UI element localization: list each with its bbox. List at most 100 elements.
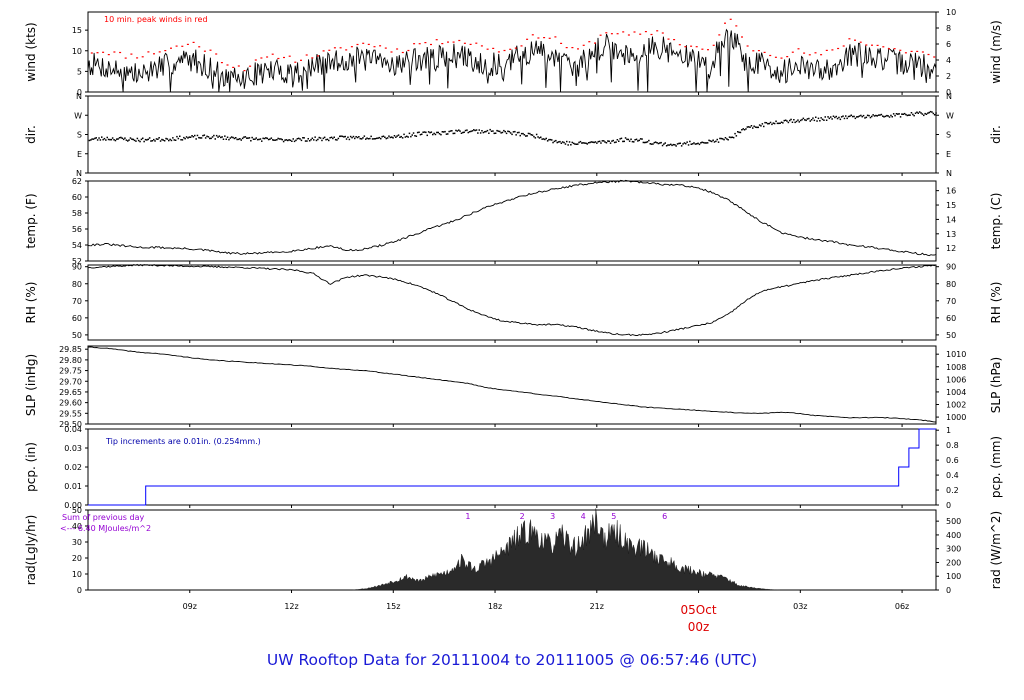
direction-point [340,135,342,137]
direction-point [194,134,196,137]
wind-peak-mark [96,52,99,54]
direction-point [433,132,435,135]
temperature-ytick-label-left: 62 [72,177,82,186]
direction-point [727,139,729,141]
direction-point [902,113,904,115]
direction-point [758,124,761,126]
radiation-hour-marker: 1 [465,512,470,521]
direction-point [266,137,268,140]
direction-point [675,145,677,147]
direction-point [704,142,706,144]
wind-peak-mark [311,57,314,59]
wind-panel-frame [87,11,937,93]
direction-point [575,143,578,145]
direction-point [653,141,656,144]
direction-point [486,129,489,132]
radiation-hour-marker: 6 [662,512,667,521]
wind-peak-mark [808,54,811,56]
wind-peak-mark [305,54,308,56]
direction-point [780,121,783,123]
wind-peak-mark [616,33,619,35]
direction-point [162,139,164,141]
pressure-ytick-label-right: 1004 [946,388,966,397]
direction-point [628,140,631,142]
direction-point [414,135,416,137]
direction-point [768,122,770,125]
direction-point [389,136,392,139]
direction-point [646,141,649,143]
radiation-annotation-line2: <--- 6.40 MJoules/m^2 [60,524,151,533]
direction-point [380,137,382,140]
direction-point [898,113,900,115]
wind-peak-mark [610,33,613,35]
direction-point [879,114,881,116]
direction-point [468,131,471,133]
direction-point [334,138,337,141]
wind-peak-mark [90,52,93,54]
direction-ytick-label-right: N [946,92,952,101]
wind-peak-mark [186,43,189,45]
wind-peak-mark [633,31,636,33]
direction-ytick-label-left: N [76,92,82,101]
direction-point [509,132,512,134]
direction-point [875,114,877,117]
wind-peak-mark [848,38,851,40]
direction-point [288,139,290,141]
direction-point [609,142,612,144]
direction-point [842,115,844,117]
direction-point [349,135,352,138]
wind-peak-mark [565,47,568,49]
direction-point [698,143,701,146]
direction-point [168,139,170,142]
direction-point [723,138,725,141]
direction-point [500,132,502,134]
direction-point [567,144,569,146]
direction-point [929,110,932,113]
direction-point [728,136,731,138]
direction-point [254,138,256,140]
direction-point [582,142,584,144]
direction-point [188,136,190,138]
direction-point [423,131,426,133]
direction-point [868,114,870,117]
direction-point [645,141,647,144]
direction-point [824,116,826,118]
direction-point [489,128,491,131]
direction-point [831,118,833,120]
direction-point [619,138,621,140]
humidity-ytick-label-left: 50 [72,331,82,340]
direction-point [322,137,325,140]
precipitation-ytick-label-left: 0.04 [64,425,82,434]
date-label: 05Oct [681,603,717,617]
wind-peak-mark [627,34,630,36]
direction-point [846,117,848,120]
direction-point [455,129,457,132]
direction-point [697,142,699,145]
direction-point [261,140,263,142]
direction-point [570,144,572,146]
direction-point [228,138,230,141]
direction-point [849,115,851,117]
direction-point [436,131,438,134]
direction-point [769,121,772,124]
direction-point [143,140,145,143]
direction-point [854,117,857,120]
wind-peak-mark [774,56,777,58]
radiation-ytick-label-right: 300 [946,545,961,554]
direction-point [757,126,759,129]
direction-point [634,139,636,141]
wind-peak-mark [136,57,139,59]
direction-point [248,137,251,139]
humidity-ytick-label-left: 80 [72,280,82,289]
time-tick-label: 15z [386,602,400,611]
direction-point [914,112,917,114]
direction-point [199,137,201,139]
direction-point [282,140,285,143]
direction-point [908,114,910,116]
direction-point [262,137,264,140]
direction-point [916,111,918,113]
radiation-area [352,508,780,591]
direction-point [127,140,129,142]
direction-point [754,126,757,128]
direction-point [153,138,155,141]
